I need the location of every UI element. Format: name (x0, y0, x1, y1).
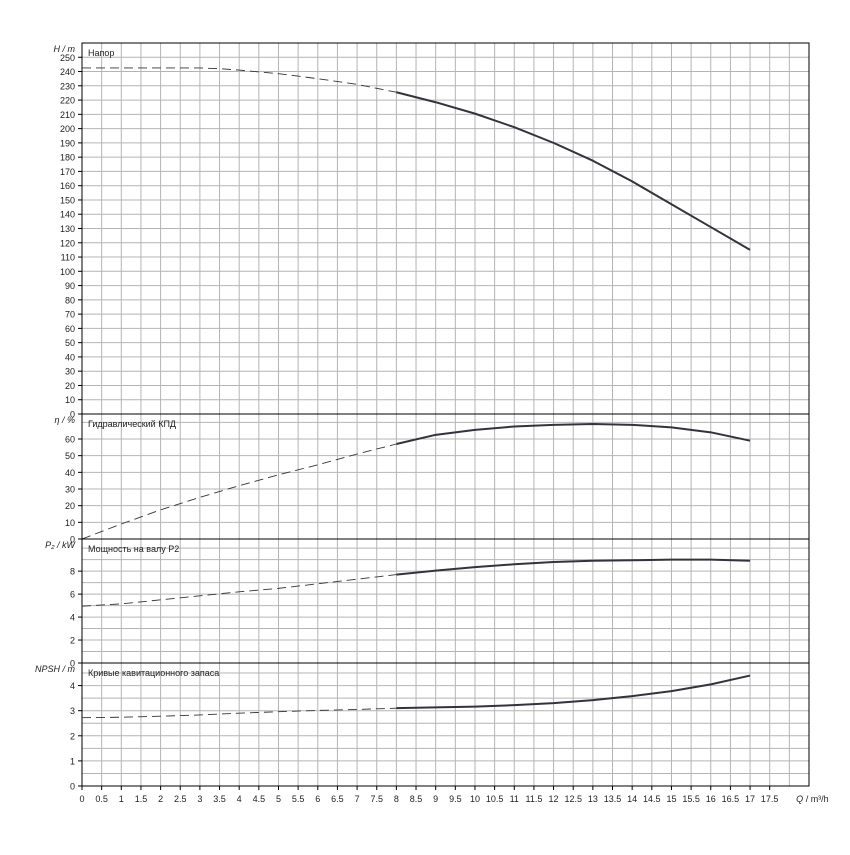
x-tick-label: 13.5 (604, 794, 622, 804)
x-tick-label: 17 (745, 794, 755, 804)
npsh-frame (82, 663, 809, 786)
head-title: Напор (88, 48, 114, 58)
efficiency-title: Гидравлический КПД (88, 419, 176, 429)
x-tick-label: 3.5 (213, 794, 226, 804)
x-tick-label: 1 (119, 794, 124, 804)
x-tick-label: 8 (394, 794, 399, 804)
x-tick-label: 2.5 (174, 794, 187, 804)
efficiency-ylabel: η / % (54, 415, 75, 425)
efficiency-ytick-label: 20 (65, 501, 75, 511)
npsh-ytick-label: 1 (70, 756, 75, 766)
head-ytick-label: 250 (60, 53, 75, 63)
x-tick-label: 17.5 (761, 794, 779, 804)
npsh-ytick-label: 0 (70, 782, 75, 792)
head-ytick-label: 20 (65, 381, 75, 391)
head-ytick-label: 110 (61, 253, 75, 263)
efficiency-ytick-label: 10 (65, 518, 75, 528)
x-tick-label: 12.5 (564, 794, 582, 804)
efficiency-ytick-label: 50 (65, 451, 75, 461)
head-ytick-label: 60 (65, 324, 75, 334)
x-tick-label: 5 (276, 794, 281, 804)
head-ytick-label: 200 (60, 124, 75, 134)
efficiency-ytick-label: 30 (65, 485, 75, 495)
efficiency-ytick-label: 60 (65, 435, 75, 445)
head-ytick-label: 190 (60, 138, 75, 148)
x-tick-label: 16.5 (722, 794, 740, 804)
head-ytick-label: 10 (65, 395, 75, 405)
head-ytick-label: 210 (60, 110, 75, 120)
head-ytick-label: 90 (65, 281, 75, 291)
head-ytick-label: 120 (60, 238, 75, 248)
head-ytick-label: 240 (60, 67, 75, 77)
x-tick-label: 16 (706, 794, 716, 804)
head-ytick-label: 140 (60, 210, 75, 220)
x-tick-label: 9.5 (449, 794, 462, 804)
npsh-title: Кривые кавитационного запаса (88, 668, 219, 678)
x-tick-label: 14.5 (643, 794, 661, 804)
head-panel: 0102030405060708090100110120130140150160… (54, 43, 810, 420)
x-tick-label: 10 (470, 794, 480, 804)
head-ytick-label: 40 (65, 352, 75, 362)
x-tick-label: 4.5 (253, 794, 266, 804)
npsh-ytick-label: 4 (70, 681, 75, 691)
x-tick-label: 8.5 (410, 794, 423, 804)
head-ytick-label: 150 (60, 195, 75, 205)
x-tick-label: 13 (588, 794, 598, 804)
x-tick-label: 4 (237, 794, 242, 804)
power-ylabel: P₂ / kW (45, 540, 76, 550)
power-title: Мощность на валу P2 (88, 544, 179, 554)
power-frame (82, 539, 809, 663)
head-ytick-label: 160 (60, 181, 75, 191)
x-tick-label: 1.5 (135, 794, 148, 804)
power-ytick-label: 8 (70, 567, 75, 577)
npsh-ytick-label: 2 (70, 731, 75, 741)
head-ylabel: H / m (54, 44, 76, 54)
x-tick-label: 5.5 (292, 794, 305, 804)
head-ytick-label: 30 (65, 367, 75, 377)
npsh-panel: 0 1 2 3 4 NPSH / m Кривые кавитационного запас… (35, 663, 809, 792)
x-tick-label: 12 (549, 794, 559, 804)
head-ytick-label: 100 (60, 267, 75, 277)
x-tick-label: 6.5 (331, 794, 344, 804)
head-ytick-label: 220 (60, 96, 75, 106)
x-tick-label: 10.5 (486, 794, 504, 804)
head-ytick-label: 130 (60, 224, 75, 234)
head-ytick-label: 230 (60, 81, 75, 91)
x-tick-label: 7 (355, 794, 360, 804)
npsh-ylabel: NPSH / m (35, 664, 76, 674)
npsh-ytick-label: 3 (70, 706, 75, 716)
power-ytick-label: 4 (70, 613, 75, 623)
x-tick-label: 2 (158, 794, 163, 804)
x-tick-label: 14 (627, 794, 637, 804)
head-ytick-label: 80 (65, 295, 75, 305)
x-tick-label: 11 (510, 794, 519, 804)
head-ytick-label: 170 (60, 167, 75, 177)
x-tick-label: 7.5 (370, 794, 383, 804)
x-tick-label: 6 (315, 794, 320, 804)
x-tick-label: 0 (79, 794, 84, 804)
x-tick-label: 11.5 (525, 794, 542, 804)
x-tick-label: 15 (666, 794, 676, 804)
x-axis-label: Q / m³/h (796, 794, 829, 804)
head-ytick-label: 70 (65, 310, 75, 320)
efficiency-ytick-label: 40 (65, 468, 75, 478)
x-tick-label: 15.5 (682, 794, 700, 804)
power-ytick-label: 6 (70, 590, 75, 600)
x-tick-label: 9 (433, 794, 438, 804)
x-tick-label: 3 (197, 794, 202, 804)
head-ytick-label: 50 (65, 338, 75, 348)
power-ytick-label: 2 (70, 636, 75, 646)
x-tick-label: 0.5 (95, 794, 108, 804)
head-ytick-label: 180 (60, 153, 75, 163)
